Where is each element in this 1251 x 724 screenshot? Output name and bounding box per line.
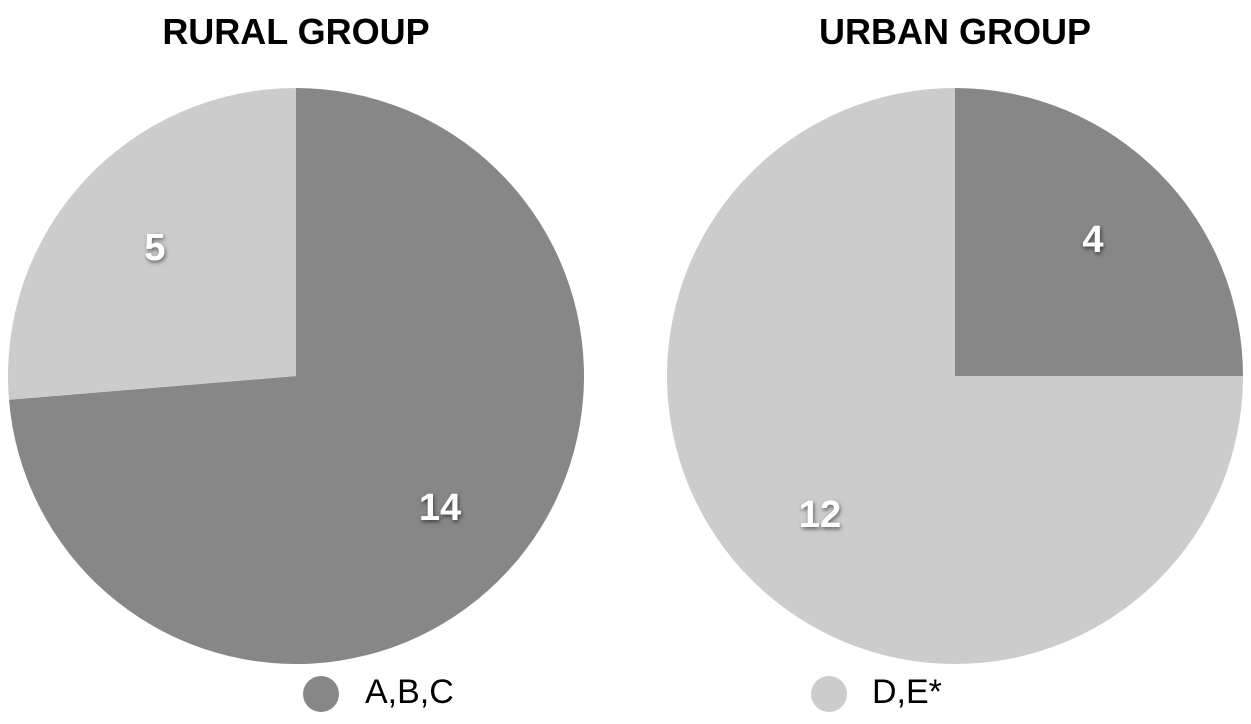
pie-chart-rural: RURAL GROUP 14 5 [7, 11, 584, 664]
slice-value-label: 5 [144, 227, 165, 269]
legend-label: A,B,C [365, 673, 454, 711]
chart-title: RURAL GROUP [162, 11, 429, 52]
pie-slice-abc [955, 88, 1243, 376]
pie-slice-abc [8, 88, 584, 664]
pie-chart-urban: URBAN GROUP 4 12 [667, 11, 1243, 664]
slice-value-label: 4 [1082, 219, 1103, 261]
legend-swatch [811, 676, 847, 712]
slice-value-label: 14 [419, 487, 461, 529]
legend-item: A,B,C [303, 673, 454, 712]
legend-label: D,E* [872, 673, 942, 711]
slice-value-label: 12 [799, 494, 841, 536]
pie-slice-de [7, 88, 296, 400]
pie-slice-de [667, 88, 1243, 664]
legend-item: D,E* [811, 673, 942, 712]
legend-swatch [303, 676, 339, 712]
chart-title: URBAN GROUP [819, 11, 1091, 52]
